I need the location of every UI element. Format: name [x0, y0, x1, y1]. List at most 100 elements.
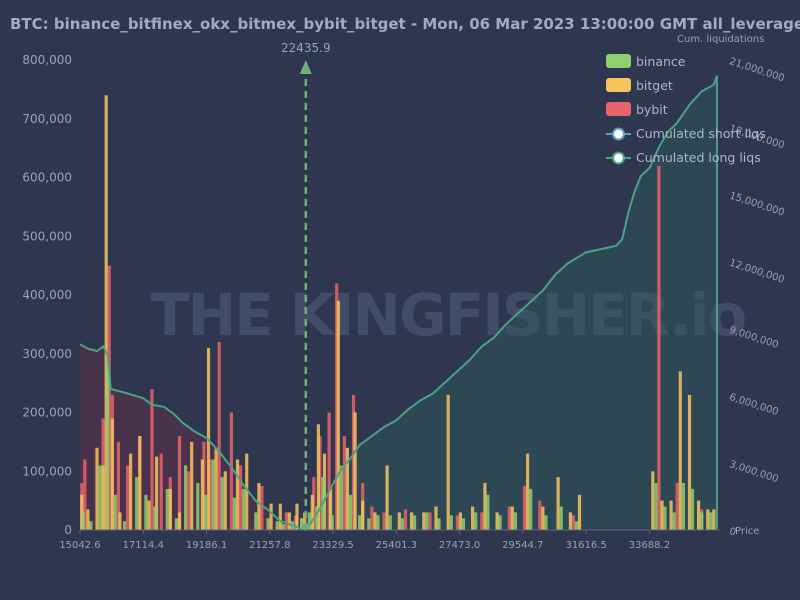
bar-bybit — [126, 465, 130, 530]
legend-label: Cumulated long liqs — [636, 150, 761, 165]
legend-swatch — [606, 78, 631, 92]
bar-binance — [266, 518, 270, 531]
bar-bitget — [458, 512, 462, 530]
bar-bitget — [660, 500, 664, 530]
y-left-tick-label: 100,000 — [22, 464, 72, 478]
y-left-tick-label: 800,000 — [22, 53, 72, 67]
x-axis-label: Price — [735, 526, 759, 537]
bar-bybit — [229, 412, 233, 530]
bar-bitget — [471, 506, 475, 530]
y-right-tick-label: 6,000,000 — [728, 392, 780, 418]
legend-swatch — [606, 102, 631, 116]
bar-bybit — [523, 485, 527, 530]
bar-binance — [174, 518, 178, 531]
cumulated-short-liqs-line — [304, 75, 718, 531]
bar-bitget — [434, 506, 438, 530]
bar-bitget — [526, 453, 530, 530]
bar-bybit — [327, 412, 331, 530]
bar-bybit — [428, 512, 432, 530]
bar-binance — [211, 459, 215, 530]
y-right-tick-label: 3,000,000 — [728, 459, 780, 485]
bar-bitget — [568, 512, 572, 530]
x-tick-label: 29544.7 — [502, 540, 543, 551]
bar-binance — [367, 518, 371, 531]
bar-binance — [425, 512, 429, 530]
bar-bitget — [138, 436, 142, 530]
bar-bitget — [147, 500, 151, 530]
legend-label: Cumulated short liqs — [636, 126, 766, 141]
bar-binance — [122, 521, 127, 530]
bar-binance — [474, 512, 478, 530]
short-liqs-area — [305, 75, 717, 530]
legend-item-bybit[interactable]: bybit — [606, 102, 668, 117]
bar-binance — [339, 465, 343, 530]
bar-bitget — [177, 512, 182, 530]
y-left-tick-label: 700,000 — [22, 112, 72, 126]
y-left-tick-label: 0 — [64, 523, 72, 537]
bar-bitget — [410, 512, 414, 530]
bar-binance — [98, 465, 102, 530]
bar-bybit — [538, 500, 542, 530]
bar-bitget — [669, 500, 673, 530]
bar-binance — [559, 506, 563, 530]
y-left-tick-label: 600,000 — [22, 171, 72, 185]
bar-bybit — [382, 512, 386, 530]
y-left-tick-label: 400,000 — [22, 288, 72, 302]
bar-binance — [135, 477, 139, 530]
bar-bybit — [480, 512, 484, 530]
bar-binance — [437, 518, 441, 531]
legend-item-cumulated-short-liqs[interactable]: Cumulated short liqs — [606, 126, 766, 141]
bar-bybit — [177, 436, 182, 530]
x-tick-label: 27473.0 — [439, 540, 480, 551]
bar-binance — [654, 483, 658, 530]
bar-binance — [242, 488, 246, 530]
bar-bitget — [541, 506, 545, 530]
bar-binance — [690, 488, 695, 530]
bar-bybit — [150, 389, 154, 530]
bar-bybit — [187, 471, 191, 531]
bar-bybit — [116, 441, 120, 530]
bar-bitget — [303, 512, 307, 530]
bar-binance — [513, 512, 517, 530]
bar-bitget — [287, 512, 291, 530]
bar-binance — [486, 494, 490, 531]
watermark-text: THE KINGFISHER.io — [150, 281, 745, 349]
legend-item-cumulated-long-liqs[interactable]: Cumulated long liqs — [606, 150, 761, 165]
bar-bybit — [507, 506, 511, 530]
bar-bitget — [353, 412, 357, 530]
x-tick-label: 17114.4 — [123, 540, 164, 551]
bar-bitget — [310, 494, 314, 531]
bar-bitget — [361, 500, 365, 530]
bar-binance — [106, 365, 110, 530]
bar-bybit — [83, 459, 87, 530]
bar-binance — [498, 515, 502, 530]
bar-binance — [81, 512, 85, 530]
y-left-tick-label: 200,000 — [22, 406, 72, 420]
cumulated-long-liqs-line — [79, 343, 307, 531]
bar-bitget — [104, 95, 108, 531]
x-tick-label: 15042.6 — [59, 540, 100, 551]
bar-binance — [300, 518, 304, 531]
bar-bitget — [373, 512, 377, 530]
bar-binance — [663, 506, 667, 530]
bar-binance — [203, 494, 207, 531]
bar-bitget — [245, 453, 249, 530]
bar-bitget — [316, 424, 320, 531]
bar-bitget — [483, 483, 487, 530]
bar-bitget — [110, 418, 114, 530]
bar-bitget — [168, 488, 172, 530]
bar-bitget — [95, 447, 99, 531]
legend-marker — [612, 151, 625, 165]
bar-binance — [165, 488, 169, 530]
bar-bitget — [712, 509, 716, 530]
bar-bybit — [571, 515, 575, 530]
x-tick-label: 19186.1 — [186, 540, 227, 551]
bar-binance — [144, 494, 148, 531]
bar-binance — [400, 518, 404, 531]
current-price-label: 22435.9 — [281, 41, 331, 55]
legend-item-binance[interactable]: binance — [606, 54, 686, 69]
bar-bitget — [397, 512, 401, 530]
legend-item-bitget[interactable]: bitget — [606, 78, 673, 93]
watermark: THE KINGFISHER.io — [150, 281, 747, 349]
bar-binance — [220, 477, 224, 530]
